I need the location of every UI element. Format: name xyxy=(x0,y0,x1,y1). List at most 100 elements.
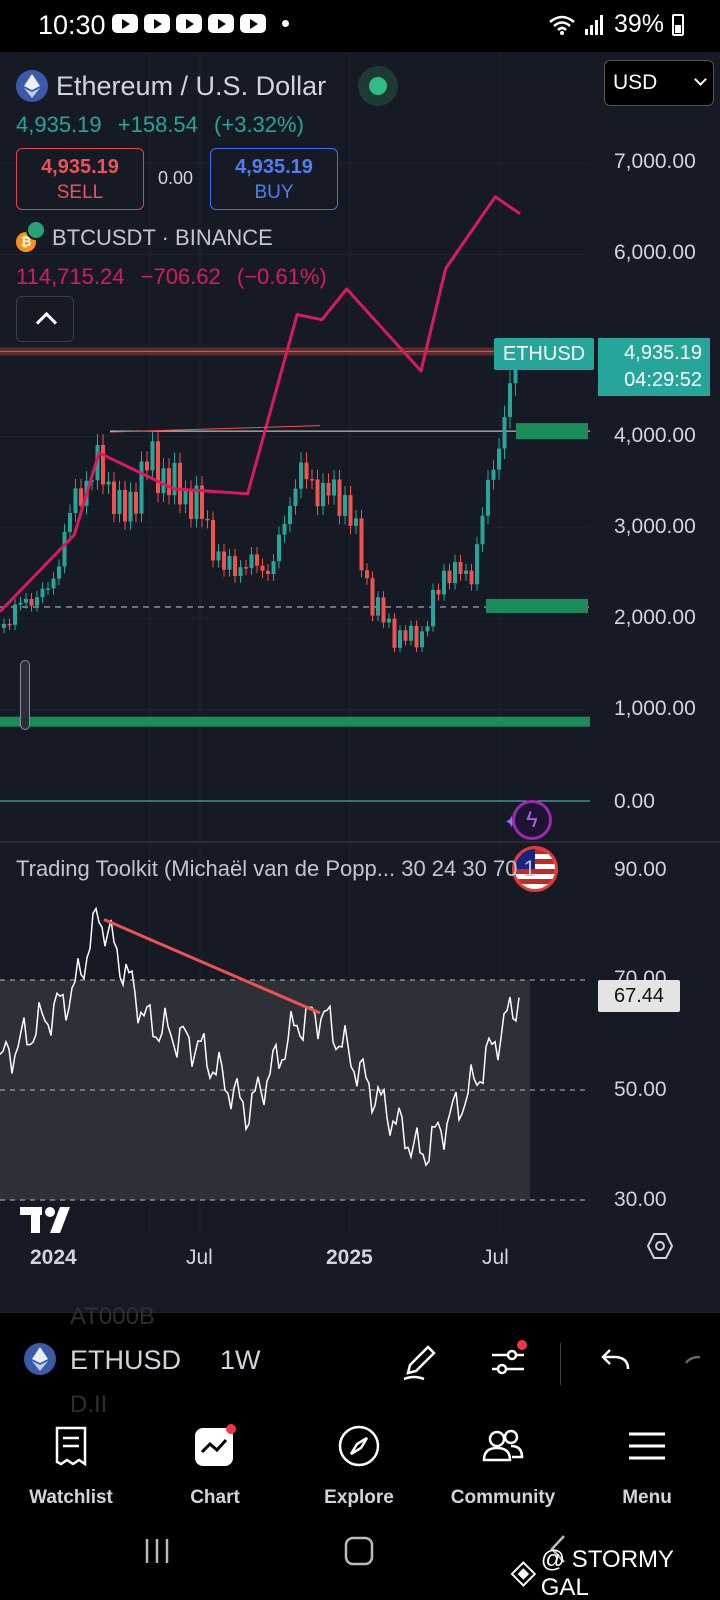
candle xyxy=(266,570,270,575)
candle xyxy=(486,479,490,516)
candle xyxy=(475,544,479,585)
scroll-handle[interactable] xyxy=(20,660,30,730)
chart-canvas[interactable] xyxy=(0,52,720,1312)
sell-button[interactable]: 4,935.19 SELL xyxy=(16,148,144,210)
nav-menu[interactable]: Menu xyxy=(582,1424,712,1509)
candle xyxy=(420,631,424,648)
candle xyxy=(13,604,17,625)
price-change-percent: (+3.32%) xyxy=(214,112,304,137)
candle xyxy=(233,556,237,576)
candle xyxy=(398,630,402,648)
candle xyxy=(343,495,347,516)
divergence-line xyxy=(103,918,321,1015)
flash-icon[interactable]: ϟ xyxy=(512,800,552,840)
redo-icon[interactable] xyxy=(684,1339,720,1383)
nav-community[interactable]: Community xyxy=(438,1424,568,1509)
candle xyxy=(315,479,320,507)
diamond-icon xyxy=(510,1561,537,1587)
candle xyxy=(7,623,12,626)
candle xyxy=(337,479,342,516)
youtube-icon xyxy=(112,14,138,33)
price-axis-label: 4,000.00 xyxy=(614,424,696,447)
candle xyxy=(79,488,83,506)
compare-symbol-title[interactable]: BTCUSDT · BINANCE xyxy=(52,225,273,250)
buy-button[interactable]: 4,935.19 BUY xyxy=(210,148,338,210)
candle xyxy=(480,515,485,545)
back-icon[interactable] xyxy=(548,1534,568,1564)
chart-area[interactable]: Ethereum / U.S. Dollar USD 4,935.19 +158… xyxy=(0,52,720,1312)
symbol-header[interactable]: Ethereum / U.S. Dollar xyxy=(16,66,399,106)
nav-label: Watchlist xyxy=(29,1487,113,1508)
drawing-tools-icon[interactable] xyxy=(398,1339,442,1383)
support-zone xyxy=(0,716,590,727)
candle xyxy=(277,534,281,562)
candle xyxy=(2,623,6,628)
nav-watchlist[interactable]: Watchlist xyxy=(6,1424,136,1509)
price-axis-label: 1,000.00 xyxy=(614,697,696,720)
candle xyxy=(359,518,364,571)
indicators-icon[interactable] xyxy=(486,1339,530,1383)
compare-symbol-header[interactable]: ₿ BTCUSDT · BINANCE xyxy=(16,220,273,252)
system-nav-bar: @ STORMY GAL xyxy=(0,1522,720,1600)
collapse-legend-button[interactable] xyxy=(16,296,74,342)
wifi-icon xyxy=(549,15,575,35)
community-icon xyxy=(482,1429,524,1462)
symbol-search-button[interactable]: ETHUSD xyxy=(70,1345,182,1375)
undo-icon[interactable] xyxy=(594,1339,638,1383)
indicator-axis-label: 30.00 xyxy=(614,1188,667,1211)
interval-button[interactable]: 1W xyxy=(220,1345,261,1375)
candle xyxy=(128,491,133,522)
candle xyxy=(178,462,182,505)
candle xyxy=(123,489,127,522)
recent-apps-icon[interactable] xyxy=(142,1536,172,1566)
candle xyxy=(40,588,45,598)
candle xyxy=(414,625,419,648)
us-flag-icon[interactable] xyxy=(512,846,558,892)
youtube-icon xyxy=(208,14,234,33)
candle xyxy=(194,485,199,519)
indicator-axis-label: 50.00 xyxy=(614,1078,667,1101)
candle xyxy=(332,479,336,496)
candle xyxy=(57,566,61,579)
spread-value: 0.00 xyxy=(158,168,194,188)
candle xyxy=(227,556,232,570)
candle xyxy=(156,441,160,494)
sell-price: 4,935.19 xyxy=(41,156,119,178)
chart-settings-icon[interactable] xyxy=(646,1232,674,1260)
status-right: 39% xyxy=(548,10,684,39)
home-icon[interactable] xyxy=(344,1536,374,1566)
compare-change: −706.62 xyxy=(140,264,221,289)
candle xyxy=(101,444,105,485)
nav-label: Menu xyxy=(622,1487,672,1508)
candle xyxy=(134,491,138,514)
currency-select[interactable]: USD xyxy=(604,60,714,106)
nav-label: Explore xyxy=(324,1487,394,1508)
indicator-title[interactable]: Trading Toolkit (Michaël van de Popp... … xyxy=(16,856,536,881)
candle xyxy=(299,462,303,489)
candle xyxy=(222,551,226,570)
compare-series-line xyxy=(0,195,521,613)
candle xyxy=(387,618,391,623)
ethereum-icon xyxy=(16,70,48,102)
symbol-title[interactable]: Ethereum / U.S. Dollar xyxy=(56,70,327,101)
price-axis-label: 0.00 xyxy=(614,790,655,813)
candle xyxy=(442,570,446,595)
bar-countdown: 04:29:52 xyxy=(624,369,702,391)
nav-explore[interactable]: Explore xyxy=(294,1424,424,1509)
indicator-line xyxy=(0,906,520,1167)
candle xyxy=(310,479,314,481)
candle xyxy=(244,567,248,569)
nav-chart[interactable]: Chart xyxy=(150,1424,280,1509)
watchlist-icon xyxy=(55,1426,87,1467)
candle xyxy=(304,462,309,480)
status-bar: 10:30 39% xyxy=(0,0,720,52)
price-axis-label: 6,000.00 xyxy=(614,241,696,264)
time-axis-label: Jul xyxy=(482,1246,509,1269)
candle xyxy=(370,578,375,616)
candle xyxy=(51,578,56,589)
candle xyxy=(453,561,457,584)
candle xyxy=(189,489,193,519)
chart-toolbar: AT000B D.II ETHUSD 1W xyxy=(0,1303,720,1418)
candle xyxy=(161,468,166,494)
menu-icon xyxy=(629,1432,665,1460)
